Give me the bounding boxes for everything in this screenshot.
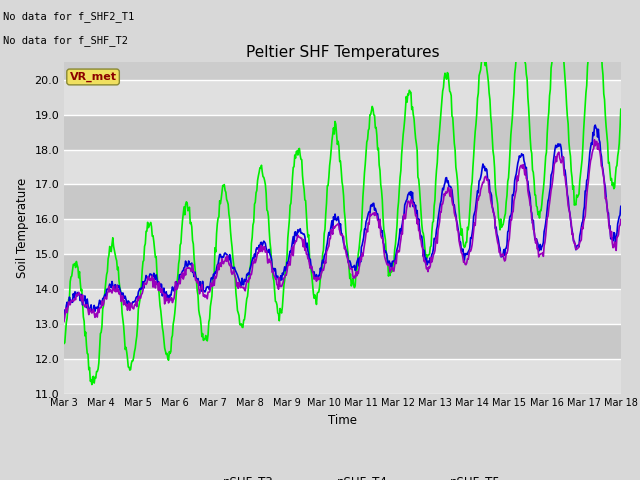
Bar [64,254,621,289]
Bar [64,324,621,359]
Bar [64,80,621,115]
Bar [64,115,621,150]
X-axis label: Time: Time [328,414,357,427]
Y-axis label: Soil Temperature: Soil Temperature [16,178,29,278]
Bar [64,150,621,184]
Bar [64,289,621,324]
Text: No data for f_SHF_T2: No data for f_SHF_T2 [3,35,128,46]
Text: VR_met: VR_met [70,72,116,82]
Bar [64,184,621,219]
Bar [64,219,621,254]
Bar [64,359,621,394]
Legend: pSHF_T3, pSHF_T4, pSHF_T5: pSHF_T3, pSHF_T4, pSHF_T5 [179,471,506,480]
Text: No data for f_SHF2_T1: No data for f_SHF2_T1 [3,11,134,22]
Title: Peltier SHF Temperatures: Peltier SHF Temperatures [246,45,439,60]
